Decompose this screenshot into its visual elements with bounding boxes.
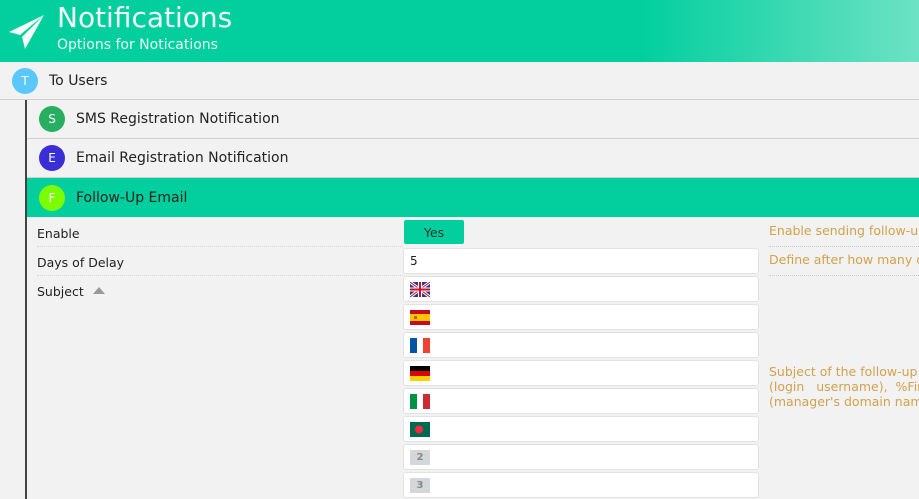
section-badge: S <box>39 106 65 132</box>
enable-toggle[interactable]: Yes <box>404 220 464 244</box>
enable-label: Enable <box>37 226 80 241</box>
subject-description-line: (login username), %Fir <box>769 379 919 394</box>
subject-label-text: Subject <box>37 284 84 299</box>
section-label: Email Registration Notification <box>76 150 289 166</box>
divider <box>769 246 919 247</box>
section-email-registration[interactable]: E Email Registration Notification <box>27 139 919 178</box>
subject-input-lang-3[interactable]: 3 <box>403 472 759 498</box>
subject-description-line: (manager's domain nam <box>769 394 919 409</box>
subject-description: Subject of the follow-up (login username… <box>769 364 919 409</box>
flag-france-icon <box>410 338 430 353</box>
section-follow-up-email[interactable]: F Follow-Up Email <box>27 178 919 217</box>
subject-input-bd[interactable] <box>403 416 759 442</box>
divider <box>769 275 919 276</box>
subject-description-line: Subject of the follow-up <box>769 364 918 379</box>
subject-input-lang-2[interactable]: 2 <box>403 444 759 470</box>
subject-input-en[interactable] <box>403 276 759 302</box>
flag-uk-icon <box>410 282 430 297</box>
enable-description: Enable sending follow-u <box>769 223 919 238</box>
group-to-users[interactable]: T To Users <box>0 62 919 100</box>
group-label: To Users <box>49 72 108 89</box>
language-3-icon: 3 <box>410 478 430 493</box>
page-title: Notifications <box>57 1 233 34</box>
page-header: Notifications Options for Notications <box>0 0 919 62</box>
page-subtitle: Options for Notications <box>57 37 218 53</box>
tree-line <box>25 100 27 499</box>
subject-input-de[interactable] <box>403 360 759 386</box>
paper-plane-icon <box>9 15 44 49</box>
collapse-triangle-icon[interactable] <box>92 287 105 294</box>
divider <box>37 275 403 276</box>
group-badge: T <box>12 67 38 94</box>
language-2-icon: 2 <box>410 450 430 465</box>
divider <box>37 246 403 247</box>
flag-italy-icon <box>410 394 430 409</box>
section-badge: E <box>39 145 65 171</box>
delay-input[interactable]: 5 <box>403 248 759 274</box>
section-label: SMS Registration Notification <box>76 111 280 127</box>
delay-description: Define after how many d <box>769 252 919 267</box>
delay-label: Days of Delay <box>37 255 125 270</box>
flag-spain-icon <box>410 310 430 325</box>
subject-input-fr[interactable] <box>403 332 759 358</box>
flag-bangladesh-icon <box>410 422 430 437</box>
section-badge: F <box>39 184 65 211</box>
flag-germany-icon <box>410 366 430 381</box>
subject-label: Subject <box>37 284 105 299</box>
section-sms-registration[interactable]: S SMS Registration Notification <box>27 100 919 139</box>
section-label: Follow-Up Email <box>76 189 188 206</box>
subject-input-es[interactable] <box>403 304 759 330</box>
subject-input-it[interactable] <box>403 388 759 414</box>
